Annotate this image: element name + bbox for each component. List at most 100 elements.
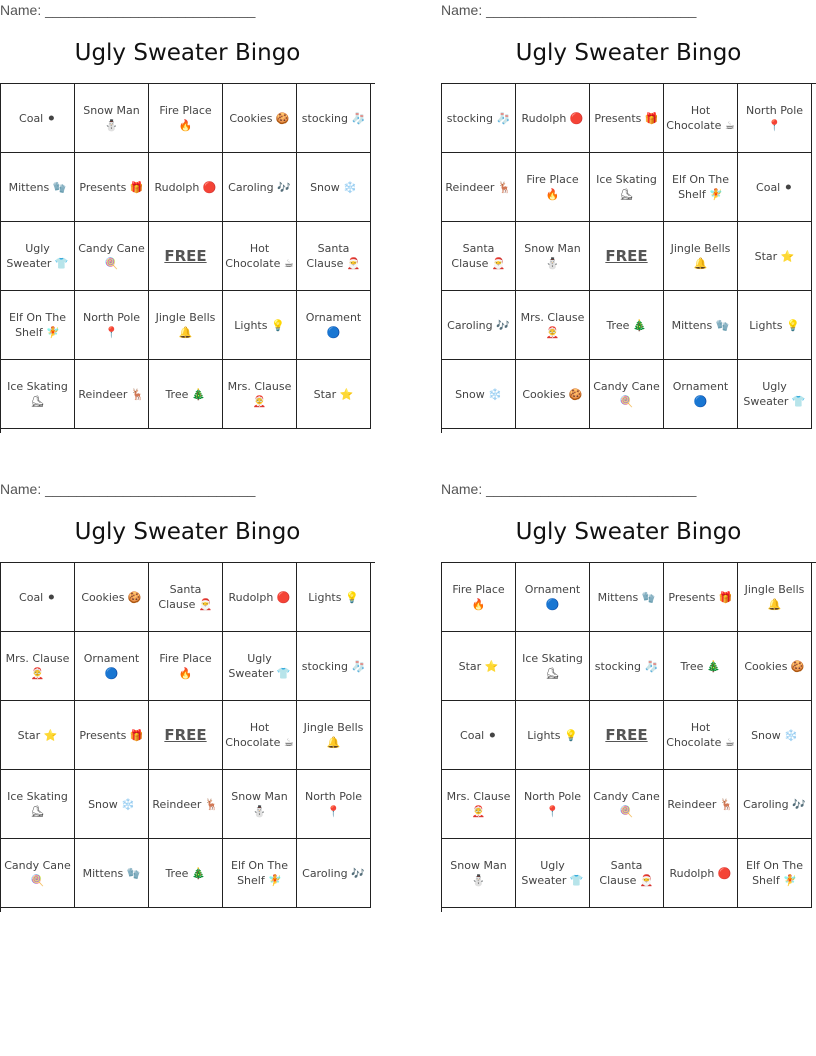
bingo-cell: Rudolph 🔴 <box>223 563 297 632</box>
bingo-cell: Cookies 🍪 <box>516 360 590 429</box>
bingo-cell: Lights 💡 <box>297 563 371 632</box>
bingo-grid: stocking 🧦 Rudolph 🔴 Presents 🎁 Hot Chocola… <box>441 83 816 433</box>
bingo-cell: Cookies 🍪 <box>75 563 149 632</box>
bingo-cell: Fire Place 🔥 <box>149 84 223 153</box>
bingo-cell: Jingle Bells 🔔 <box>149 291 223 360</box>
bingo-card: Name: ___________________________ Ugly Sw… <box>0 0 375 440</box>
bingo-cell: North Pole 📍 <box>516 770 590 839</box>
bingo-cell: Candy Cane 🍭 <box>590 360 664 429</box>
bingo-cell: Tree 🎄 <box>664 632 738 701</box>
bingo-cell: Fire Place 🔥 <box>149 632 223 701</box>
bingo-cell: Snow ❄️ <box>75 770 149 839</box>
bingo-cell: Reindeer 🦌 <box>149 770 223 839</box>
bingo-cell: Snow ❄️ <box>442 360 516 429</box>
bingo-cell: Santa Clause 🎅 <box>297 222 371 291</box>
bingo-cell: stocking 🧦 <box>590 632 664 701</box>
bingo-cell: Mittens 🧤 <box>75 839 149 908</box>
bingo-cell: Coal ⚫ <box>1 563 75 632</box>
bingo-cell: Presents 🎁 <box>75 701 149 770</box>
card-title: Ugly Sweater Bingo <box>74 40 301 66</box>
bingo-cell: North Pole 📍 <box>297 770 371 839</box>
bingo-cell: Cookies 🍪 <box>223 84 297 153</box>
bingo-cell: Snow ❄️ <box>297 153 371 222</box>
bingo-cell: Snow Man ⛄ <box>223 770 297 839</box>
bingo-cell: Candy Cane 🍭 <box>590 770 664 839</box>
bingo-cell: North Pole 📍 <box>75 291 149 360</box>
name-field: Name: ___________________________ <box>441 481 697 497</box>
bingo-cell: Snow Man ⛄ <box>75 84 149 153</box>
bingo-cell: Coal ⚫ <box>442 701 516 770</box>
bingo-cell: Tree 🎄 <box>149 839 223 908</box>
bingo-cell: Jingle Bells 🔔 <box>664 222 738 291</box>
bingo-card: Name: ___________________________ Ugly Sw… <box>0 479 375 919</box>
bingo-cell: Reindeer 🦌 <box>75 360 149 429</box>
name-field: Name: ___________________________ <box>0 481 256 497</box>
bingo-cell: North Pole 📍 <box>738 84 812 153</box>
bingo-cell: Ice Skating ⛸ <box>590 153 664 222</box>
bingo-cell: Ugly Sweater 👕 <box>516 839 590 908</box>
bingo-cell: Mrs. Clause 🤶 <box>516 291 590 360</box>
card-title: Ugly Sweater Bingo <box>74 519 301 545</box>
bingo-cell: Rudolph 🔴 <box>664 839 738 908</box>
bingo-cell: Hot Chocolate ☕ <box>223 701 297 770</box>
bingo-cell: Snow Man ⛄ <box>442 839 516 908</box>
bingo-cell: Presents 🎁 <box>75 153 149 222</box>
bingo-cell: Lights 💡 <box>223 291 297 360</box>
bingo-cell: Presents 🎁 <box>664 563 738 632</box>
bingo-cell: Lights 💡 <box>516 701 590 770</box>
bingo-cell: Star ⭐ <box>738 222 812 291</box>
bingo-cell: Ugly Sweater 👕 <box>223 632 297 701</box>
bingo-cell: Mittens 🧤 <box>590 563 664 632</box>
bingo-cell: Snow Man ⛄ <box>516 222 590 291</box>
bingo-cell: Elf On The Shelf 🧚 <box>738 839 812 908</box>
bingo-cell: Mittens 🧤 <box>664 291 738 360</box>
bingo-cell: Mrs. Clause 🤶 <box>1 632 75 701</box>
bingo-cell: Reindeer 🦌 <box>664 770 738 839</box>
bingo-cell: Cookies 🍪 <box>738 632 812 701</box>
bingo-cell: Rudolph 🔴 <box>516 84 590 153</box>
bingo-cell: Fire Place 🔥 <box>442 563 516 632</box>
bingo-cell: Hot Chocolate ☕ <box>223 222 297 291</box>
bingo-cell: Ice Skating ⛸ <box>1 360 75 429</box>
bingo-cell: Santa Clause 🎅 <box>442 222 516 291</box>
bingo-cell: Ugly Sweater 👕 <box>1 222 75 291</box>
bingo-cell: Fire Place 🔥 <box>516 153 590 222</box>
bingo-cell: Mittens 🧤 <box>1 153 75 222</box>
bingo-cell: Coal ⚫ <box>1 84 75 153</box>
card-title: Ugly Sweater Bingo <box>515 40 742 66</box>
free-cell: FREE <box>590 222 664 291</box>
bingo-cell: Rudolph 🔴 <box>149 153 223 222</box>
bingo-cell: Hot Chocolate ☕ <box>664 84 738 153</box>
bingo-cell: Ornament 🔵 <box>75 632 149 701</box>
bingo-cell: Caroling 🎶 <box>738 770 812 839</box>
bingo-cell: Candy Cane 🍭 <box>75 222 149 291</box>
bingo-cell: Santa Clause 🎅 <box>590 839 664 908</box>
bingo-cell: Caroling 🎶 <box>442 291 516 360</box>
bingo-cell: Ornament 🔵 <box>516 563 590 632</box>
bingo-cell: Lights 💡 <box>738 291 812 360</box>
bingo-cell: Star ⭐ <box>442 632 516 701</box>
bingo-cell: Ice Skating ⛸ <box>1 770 75 839</box>
bingo-cell: stocking 🧦 <box>297 632 371 701</box>
free-cell: FREE <box>149 222 223 291</box>
bingo-cell: Tree 🎄 <box>590 291 664 360</box>
bingo-cell: Ice Skating ⛸ <box>516 632 590 701</box>
name-field: Name: ___________________________ <box>0 2 256 18</box>
bingo-cell: Mrs. Clause 🤶 <box>442 770 516 839</box>
bingo-cell: Ugly Sweater 👕 <box>738 360 812 429</box>
bingo-cell: Ornament 🔵 <box>664 360 738 429</box>
bingo-cell: stocking 🧦 <box>442 84 516 153</box>
bingo-cell: Candy Cane 🍭 <box>1 839 75 908</box>
bingo-card: Name: ___________________________ Ugly Sw… <box>441 479 816 919</box>
bingo-cell: Coal ⚫ <box>738 153 812 222</box>
bingo-grid: Fire Place 🔥 Ornament 🔵 Mittens 🧤 Presents … <box>441 562 816 912</box>
bingo-cell: Star ⭐ <box>297 360 371 429</box>
bingo-cell: Ornament 🔵 <box>297 291 371 360</box>
bingo-cell: Caroling 🎶 <box>223 153 297 222</box>
bingo-cell: Tree 🎄 <box>149 360 223 429</box>
bingo-grid: Coal ⚫ Cookies 🍪 Santa Clause 🎅 Rudolph 🔴 Li… <box>0 562 375 912</box>
bingo-cell: Santa Clause 🎅 <box>149 563 223 632</box>
bingo-cell: Reindeer 🦌 <box>442 153 516 222</box>
free-cell: FREE <box>149 701 223 770</box>
